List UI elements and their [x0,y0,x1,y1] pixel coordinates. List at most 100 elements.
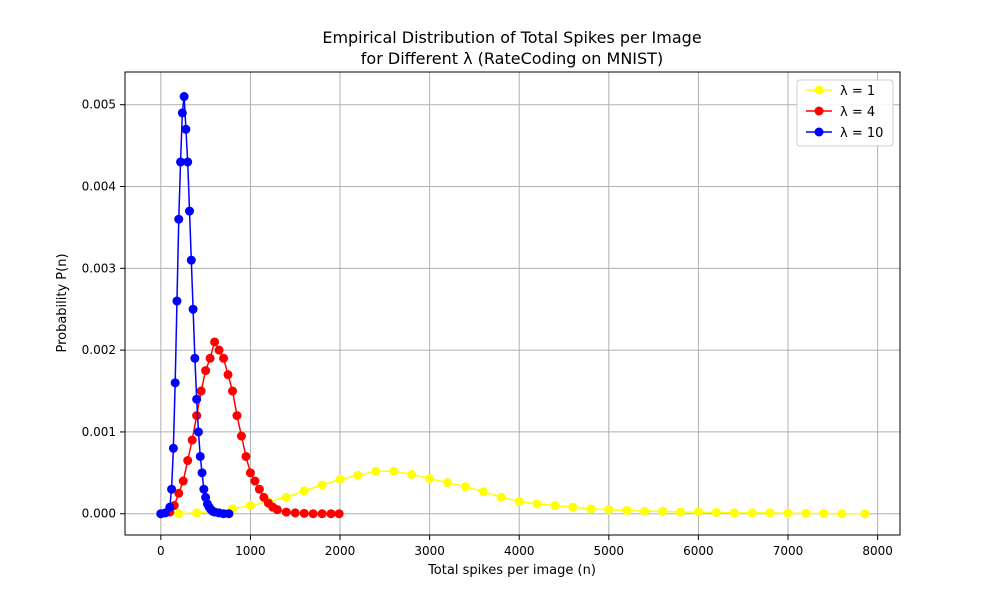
data-point-s1-29 [308,509,318,519]
data-point-s0-18 [478,487,488,497]
data-point-s2-8 [176,157,186,167]
data-point-s0-34 [765,508,775,518]
data-point-s0-5 [245,501,255,511]
data-point-s2-20 [197,468,207,478]
data-point-s1-3 [174,488,184,498]
data-point-s1-11 [210,337,220,347]
series-2 [156,92,234,519]
data-point-s1-13 [219,353,229,363]
data-point-s2-21 [199,484,209,494]
data-point-s0-25 [604,505,614,515]
y-tick-label-2: 0.002 [82,343,116,357]
plot-frame [124,71,901,536]
data-point-s2-15 [188,304,198,314]
data-point-s0-35 [783,508,793,518]
data-point-s0-33 [747,508,757,518]
y-tick-label-3: 0.003 [82,261,116,275]
y-tick-label-1: 0.001 [82,425,116,439]
tick-labels: 0 1000 2000 3000 4000 5000 6000 7000 8000 0.000 0.… [82,98,893,558]
data-point-s0-32 [729,508,739,518]
data-point-s0-30 [693,507,703,517]
data-point-s0-12 [371,466,381,476]
data-point-s0-1 [174,509,184,519]
x-tick-label-8: 8000 [862,544,893,558]
data-point-s2-18 [193,427,203,437]
data-point-s1-27 [290,508,300,518]
data-point-s1-25 [272,505,282,515]
data-point-s1-18 [241,451,251,461]
x-tick-label-2: 2000 [325,544,356,558]
data-point-s0-17 [460,482,470,492]
data-point-s0-21 [532,499,542,509]
data-point-s1-12 [214,345,224,355]
data-point-s0-22 [550,501,560,511]
data-point-s1-16 [232,411,242,421]
data-point-s2-9 [177,108,187,118]
data-point-s2-6 [172,296,182,306]
legend-marker-0 [814,85,824,95]
data-point-s1-28 [299,508,309,518]
data-point-s2-4 [168,443,178,453]
y-tick-label-5: 0.005 [82,98,116,112]
data-point-s2-2 [165,502,175,512]
data-point-s0-36 [801,508,811,518]
data-point-s0-38 [837,509,847,519]
data-point-s1-31 [326,509,336,519]
data-point-s0-15 [425,474,435,484]
series-line-0 [160,470,866,515]
data-point-s0-26 [622,505,632,515]
data-point-s2-10 [179,92,189,102]
chart-title-line-2: for Different λ (RateCoding on MNIST) [361,49,663,68]
data-point-s2-14 [186,255,196,265]
data-point-s0-13 [389,466,399,476]
data-point-s1-5 [183,456,193,466]
data-point-s2-17 [192,394,202,404]
data-point-s1-10 [205,353,215,363]
data-point-s1-15 [228,386,238,396]
chart-title-line-1: Empirical Distribution of Total Spikes p… [322,28,701,47]
x-tick-label-4: 4000 [504,544,535,558]
data-point-s0-29 [675,507,685,517]
data-point-s1-4 [178,476,188,486]
data-point-s2-12 [183,157,193,167]
data-point-s0-9 [317,480,327,490]
legend-marker-1 [814,106,824,116]
x-tick-label-5: 5000 [594,544,625,558]
data-point-s1-17 [236,431,246,441]
data-point-s0-24 [586,504,596,514]
data-point-s1-32 [334,509,344,519]
data-point-s0-10 [335,474,345,484]
y-tick-label-0: 0.000 [82,507,116,521]
y-tick-label-4: 0.004 [82,180,116,194]
y-axis-label: Probability P(n) [55,253,70,352]
data-point-s0-39 [860,509,870,519]
data-point-s1-20 [250,476,260,486]
data-point-s0-31 [711,508,721,518]
data-point-s2-13 [185,206,195,216]
data-point-s2-5 [170,378,180,388]
data-point-s0-27 [640,506,650,516]
data-point-s1-21 [254,484,264,494]
data-point-s0-14 [407,469,417,479]
legend-label-2: λ = 10 [840,126,883,141]
data-point-s2-19 [195,451,205,461]
data-point-s0-19 [496,492,506,502]
data-point-s1-7 [192,411,202,421]
data-point-s1-19 [245,468,255,478]
data-point-s0-20 [514,496,524,506]
x-axis-label: Total spikes per image (n) [427,563,596,578]
data-point-s0-7 [281,492,291,502]
data-point-s2-3 [167,484,177,494]
legend: λ = 1 λ = 4 λ = 10 [796,79,894,147]
x-tick-label-7: 7000 [773,544,804,558]
data-point-s2-7 [174,214,184,224]
data-point-s1-14 [223,370,233,380]
data-point-s0-16 [443,478,453,488]
data-series [156,92,870,519]
x-tick-label-1: 1000 [235,544,266,558]
data-point-s2-11 [181,124,191,134]
data-point-s2-16 [190,353,200,363]
data-point-s0-28 [658,506,668,516]
data-point-s2-30 [224,509,234,519]
